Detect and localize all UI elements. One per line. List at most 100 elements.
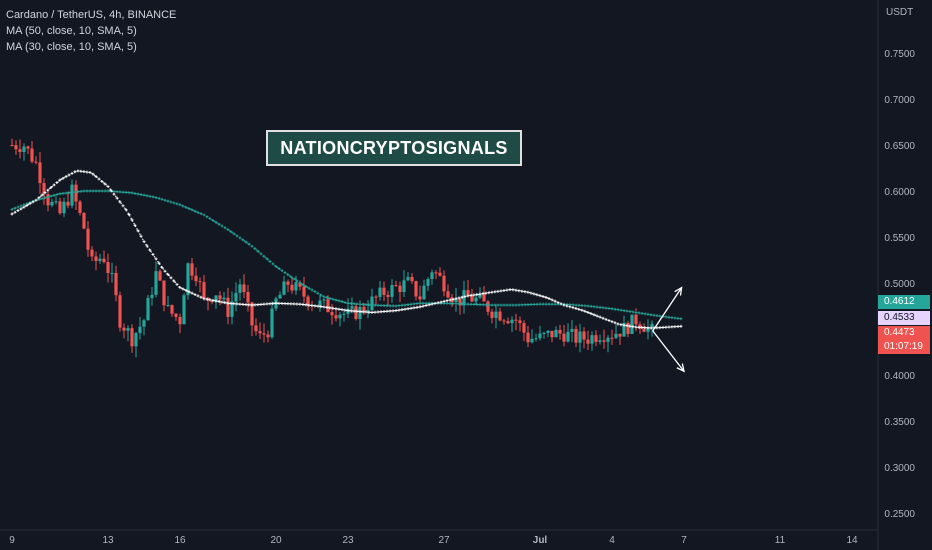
ma-50-line-marker <box>217 222 221 226</box>
ma-50-line-marker <box>193 209 197 213</box>
candle-body <box>634 314 638 325</box>
y-tick-label: 0.7000 <box>884 95 915 106</box>
candle-body <box>614 333 618 338</box>
ma-50-line-marker <box>64 191 68 195</box>
candle-body <box>110 272 114 274</box>
ma-30-line-marker <box>16 209 20 213</box>
candle-body <box>218 295 222 300</box>
ma-30-line-marker <box>409 306 413 310</box>
ma-30-line-marker <box>580 308 584 312</box>
ma-50-line-marker <box>115 190 119 194</box>
candle-body <box>398 285 402 293</box>
ma-50-line-marker <box>592 305 596 309</box>
ma-50-line-marker <box>280 269 284 273</box>
ma-50-line-marker <box>613 307 617 311</box>
ma-30-line-marker <box>349 309 353 313</box>
ma-30-line-marker <box>595 314 599 318</box>
candle-body <box>370 296 374 311</box>
x-tick-label: 13 <box>102 535 114 546</box>
ma-30-line-marker <box>220 300 224 304</box>
ma-30-line-marker <box>100 179 104 183</box>
candle-body <box>26 146 30 149</box>
ma-50-label[interactable]: MA (50, close, 10, SMA, 5) <box>6 25 137 37</box>
candle-body <box>470 295 474 302</box>
ma-50-line-marker <box>175 202 179 206</box>
ma-30-line-marker <box>193 293 197 296</box>
ma-30-line-marker <box>622 323 626 327</box>
candle-body <box>234 292 238 302</box>
candle-body <box>590 335 594 344</box>
ma-50-line-marker <box>580 304 584 308</box>
ma-50-line-marker <box>244 240 248 244</box>
ma-50-line-marker <box>127 191 131 195</box>
candle-body <box>46 194 50 206</box>
ma-50-line-marker <box>349 301 353 305</box>
candle-body <box>210 300 214 303</box>
ma-30-line-marker <box>91 172 95 176</box>
y-tick-label: 0.3000 <box>884 463 915 474</box>
candle-body <box>490 311 494 318</box>
ma-50-line-marker <box>154 195 158 199</box>
candle-body <box>570 328 574 332</box>
candle-body <box>390 285 394 297</box>
ma-30-line-marker <box>541 295 545 299</box>
ma-50-line-marker <box>508 303 512 307</box>
ma-50-line-marker <box>106 189 110 193</box>
candle-body <box>406 276 410 281</box>
ma-50-line-marker <box>190 208 194 212</box>
candle-body <box>378 287 382 297</box>
ma-30-line-marker <box>229 301 233 305</box>
candle-body <box>246 292 250 303</box>
ma-50-line-marker <box>88 189 92 193</box>
ma-30-line-marker <box>520 289 524 293</box>
ma-50-line-marker <box>94 189 98 193</box>
candle-body <box>194 275 198 282</box>
ma-50-line-marker <box>505 303 509 307</box>
ma-30-line-marker <box>43 191 47 195</box>
ma-50-line-marker <box>145 194 149 198</box>
ma-50-line-marker <box>364 303 368 307</box>
ma-30-line-marker <box>139 234 143 238</box>
candle-body <box>554 329 558 338</box>
ma-50-line-marker <box>460 302 464 306</box>
ma-30-line-marker <box>418 305 422 309</box>
ma-30-line-marker <box>55 180 59 184</box>
ma-30-line-marker <box>604 317 608 321</box>
ma-50-line-marker <box>73 190 77 194</box>
candle-body <box>426 279 430 286</box>
ma-30-line-marker <box>526 290 530 294</box>
ma-30-line-marker <box>154 257 158 261</box>
candle-body <box>294 282 298 291</box>
ma-50-line-marker <box>19 204 23 208</box>
ma-30-line-marker <box>103 182 107 186</box>
symbol-title[interactable]: Cardano / TetherUS, 4h, BINANCE <box>6 9 177 21</box>
candle-body <box>642 328 646 332</box>
ma-30-line-marker <box>505 288 509 292</box>
y-tick-label: 0.5000 <box>884 279 915 290</box>
candle-body <box>178 316 182 325</box>
projection-arrow-line[interactable] <box>652 287 683 332</box>
ma-50-line-marker <box>523 303 527 307</box>
ma-30-line-marker <box>559 302 563 306</box>
ma-50-line-marker <box>445 301 449 305</box>
ma-30-line-marker <box>67 173 71 177</box>
ma-30-line-marker <box>316 304 320 308</box>
ma-50-line-marker <box>133 191 137 195</box>
ma-30-label[interactable]: MA (30, close, 10, SMA, 5) <box>6 41 137 53</box>
ma-50-line-marker <box>475 303 479 307</box>
candle-body <box>366 310 370 312</box>
ma-30-line-marker <box>598 315 602 319</box>
x-tick-label: 23 <box>342 535 354 546</box>
ma-30-line-marker <box>205 297 209 301</box>
candle-body <box>626 322 630 334</box>
ma-50-line-marker <box>76 190 80 194</box>
ma-30-line-marker <box>478 292 482 296</box>
projection-arrow-line[interactable] <box>652 330 685 372</box>
ma-30-line-marker <box>472 293 476 297</box>
ma-30-line-marker <box>130 218 134 222</box>
ma-30-line-marker <box>58 178 62 182</box>
ma-50-line-marker <box>622 309 626 313</box>
ma-50-line-marker <box>616 308 620 312</box>
ma-30-line-marker <box>637 325 641 329</box>
